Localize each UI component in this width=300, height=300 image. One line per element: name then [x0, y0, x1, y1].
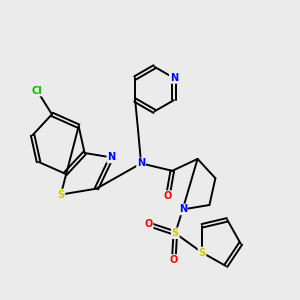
Text: N: N [170, 73, 178, 83]
Text: O: O [144, 219, 153, 229]
Text: S: S [199, 248, 206, 257]
Text: Cl: Cl [32, 85, 42, 96]
Text: N: N [178, 204, 187, 214]
Text: O: O [164, 191, 172, 201]
Text: S: S [57, 190, 64, 200]
Text: O: O [170, 255, 178, 265]
Text: N: N [137, 158, 145, 168]
Text: N: N [107, 152, 116, 162]
Text: S: S [172, 228, 179, 238]
